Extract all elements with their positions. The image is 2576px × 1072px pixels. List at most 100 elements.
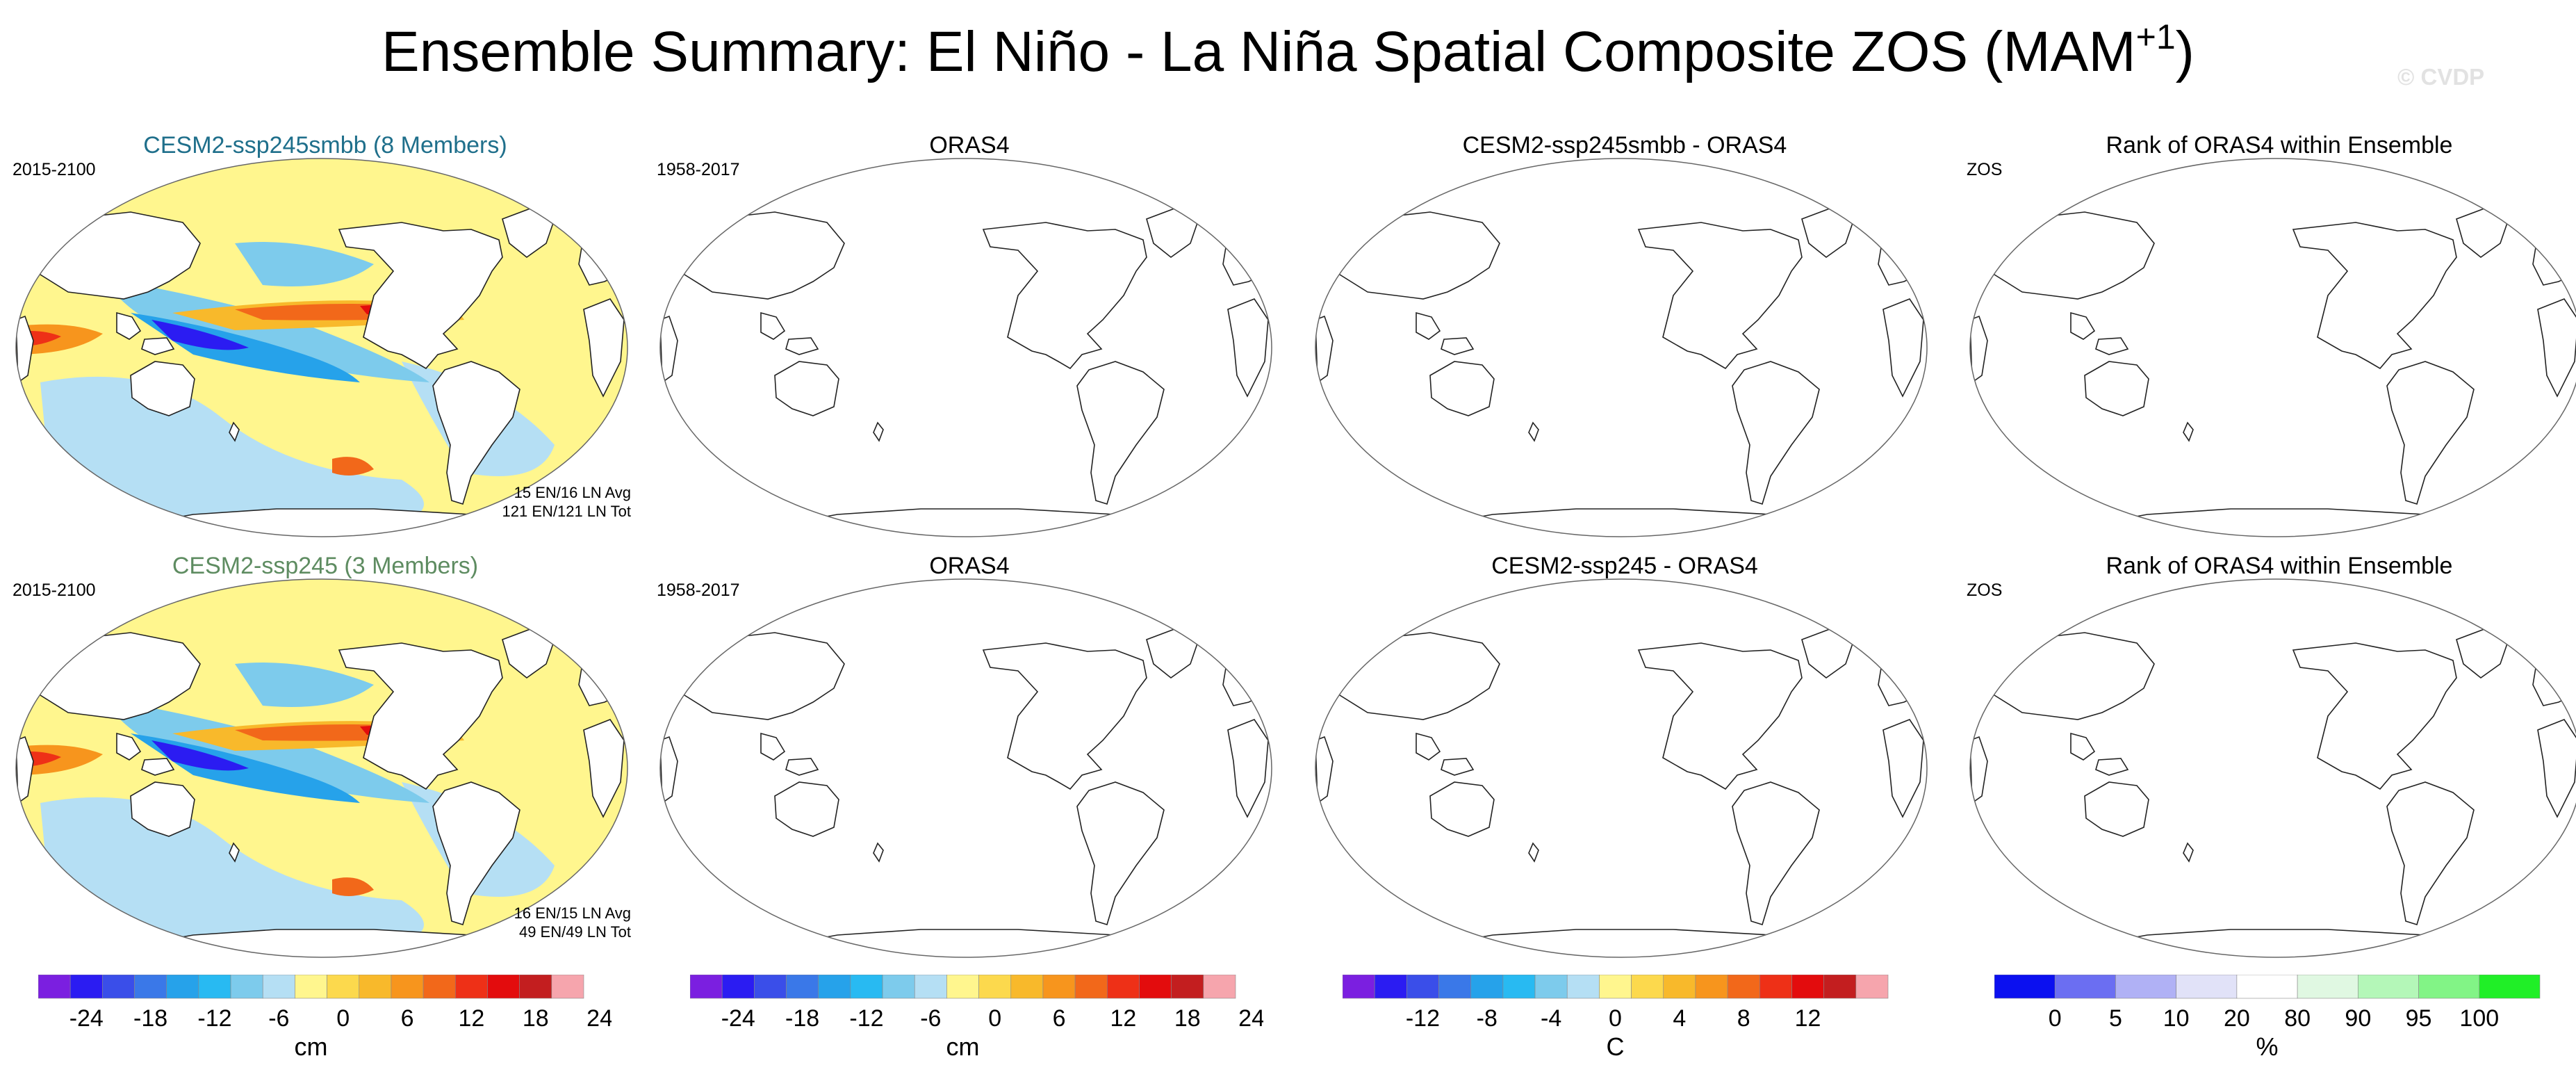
event-count-line: 15 EN/16 LN Avg [514,484,631,501]
world-map [15,578,628,958]
colorbar-swatch [1823,975,1857,999]
colorbar-tick-label: 5 [2109,1005,2122,1032]
colorbar-swatch [1534,975,1568,999]
colorbar-tick-label: 12 [1110,1005,1136,1032]
event-count-text: 15 EN/16 LN Avg 121 EN/121 LN Tot [270,483,632,521]
colorbar-swatch [1171,975,1204,999]
colorbar-swatch [690,975,723,999]
colorbar-swatch [946,975,979,999]
cvdp-watermark: © CVDP [2397,64,2485,90]
colorbar-tick-label: 20 [2224,1005,2250,1032]
colorbar-swatch [914,975,947,999]
panel-title: ORAS4 [929,553,1010,579]
colorbar-tick-label: -12 [197,1005,231,1032]
map-panel: ORAS4 1958-2017 [657,132,1303,549]
colorbar-tick-label: 18 [1174,1005,1201,1032]
colorbar-tick-label: 80 [2284,1005,2311,1032]
colorbar-swatch [978,975,1012,999]
map-panel: CESM2-ssp245smbb (8 Members) 2015-2100 15 … [13,132,659,549]
colorbar-swatch [551,975,584,999]
colorbar-tick-label: 4 [1673,1005,1686,1032]
colorbar-swatch [166,975,199,999]
colorbar-swatch [391,975,424,999]
colorbar-tick-label: -12 [1406,1005,1440,1032]
map-panel: CESM2-ssp245 - ORAS4 [1312,553,1958,970]
colorbar-swatch [262,975,295,999]
event-count-line: 16 EN/15 LN Avg [514,904,631,922]
colorbar-swatch [359,975,392,999]
colorbar-tick-label: 0 [2049,1005,2062,1032]
panel-title: CESM2-ssp245 - ORAS4 [1491,553,1758,579]
colorbar-swatch [1759,975,1792,999]
colorbar-swatch [1855,975,1889,999]
colorbar-tick-label: -8 [1477,1005,1498,1032]
colorbar-tick-label: 0 [336,1005,350,1032]
event-count-line: 49 EN/49 LN Tot [518,923,631,941]
colorbar-swatch [38,975,71,999]
colorbar: -24 -18 -12 -6 0 6 12 18 24 cm [690,975,1263,1061]
colorbar-swatch [1438,975,1472,999]
colorbar-swatch [1042,975,1076,999]
panel-title: CESM2-ssp245smbb - ORAS4 [1462,132,1787,159]
colorbar-swatch [1343,975,1375,999]
colorbar-swatch [295,975,327,999]
colorbar-swatch [882,975,915,999]
colorbar-swatch [1203,975,1236,999]
colorbar-tick-label: 18 [523,1005,549,1032]
colorbar-swatch [1727,975,1760,999]
colorbar-swatch [1663,975,1696,999]
figure-title: Ensemble Summary: El Niño - La Niña Spat… [382,17,2194,83]
colorbar-swatch [721,975,755,999]
colorbar-units: cm [295,1032,328,1061]
colorbar-swatch [1631,975,1664,999]
colorbar-tick-label: 24 [1238,1005,1263,1032]
colorbar-tick-label: 0 [1609,1005,1622,1032]
colorbar-swatch [327,975,360,999]
colorbar-tick-label: 12 [1795,1005,1821,1032]
colorbar-swatch [2479,975,2541,999]
panel-period-label: 2015-2100 [13,160,96,179]
colorbar-swatch [454,975,488,999]
event-count-text: 16 EN/15 LN Avg 49 EN/49 LN Tot [270,904,631,941]
colorbar-swatch [1566,975,1600,999]
colorbar-swatch [519,975,552,999]
colorbar-swatch [487,975,520,999]
colorbar-tick-label: 8 [1737,1005,1750,1032]
map-panel: Rank of ORAS4 within Ensemble ZOS [1967,553,2576,970]
colorbar-swatch [134,975,167,999]
panel-period-label: 1958-2017 [657,160,740,179]
colorbar-tick-label: -24 [721,1005,755,1032]
colorbar-swatch [1502,975,1536,999]
panel-title: Rank of ORAS4 within Ensemble [2106,132,2453,159]
colorbar-units: cm [946,1032,980,1061]
colorbar-swatch [1791,975,1824,999]
world-map [1969,158,2576,537]
colorbar-swatch [786,975,819,999]
colorbar-swatch [2236,975,2298,999]
colorbar-tick-label: 90 [2345,1005,2371,1032]
colorbar-tick-label: 6 [1053,1005,1066,1032]
colorbar-swatch [423,975,456,999]
colorbar-tick-label: -18 [785,1005,819,1032]
colorbar-units: C [1607,1032,1625,1061]
colorbar-swatch [102,975,135,999]
world-map [659,578,1272,958]
colorbar-swatch [2115,975,2176,999]
colorbar: 0 5 10 20 80 90 95 100% [1994,975,2541,1061]
colorbar-swatch [1994,975,2056,999]
colorbar-swatch [2176,975,2238,999]
colorbar-swatch [1406,975,1439,999]
colorbar-tick-label: 24 [586,1005,612,1032]
world-map [15,158,628,537]
colorbar-tick-label: -6 [920,1005,941,1032]
colorbar-swatch [1470,975,1504,999]
colorbar-tick-label: -6 [268,1005,289,1032]
panel-title: ORAS4 [929,132,1010,159]
colorbar-tick-label: -24 [69,1005,104,1032]
colorbar-swatch [198,975,231,999]
world-map [659,158,1272,537]
colorbar-swatch [230,975,263,999]
panel-title: Rank of ORAS4 within Ensemble [2106,553,2453,579]
panel-title: CESM2-ssp245 (3 Members) [172,553,479,579]
colorbar: -24 -18 -12 -6 0 6 12 18 24 cm [38,975,612,1061]
